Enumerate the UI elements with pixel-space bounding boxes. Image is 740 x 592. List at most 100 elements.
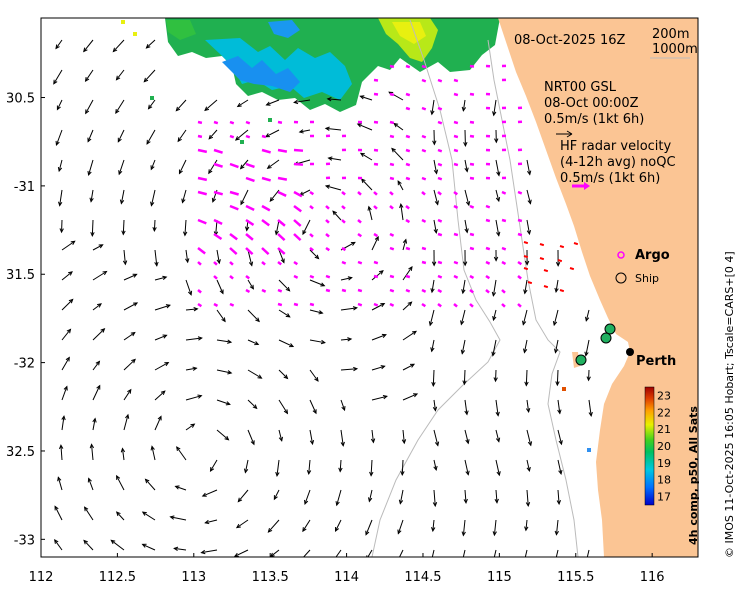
current-arrow	[245, 120, 251, 125]
current-arrow	[517, 190, 523, 195]
current-arrow	[526, 189, 532, 205]
sst-pixel	[133, 32, 137, 36]
current-arrow	[402, 393, 419, 401]
current-arrow	[341, 288, 347, 293]
current-arrow	[235, 519, 249, 529]
current-arrow	[92, 384, 101, 401]
current-arrow	[584, 339, 590, 357]
current-arrow	[430, 339, 435, 353]
current-arrow	[209, 459, 218, 473]
current-arrow	[141, 543, 156, 551]
current-arrow	[340, 399, 346, 412]
current-arrow	[495, 159, 501, 177]
current-arrow	[461, 279, 466, 295]
colorbar-tick-label: 20	[657, 440, 671, 453]
current-arrow	[229, 204, 239, 211]
current-arrow	[523, 241, 529, 245]
current-arrow	[389, 64, 395, 69]
current-arrow	[216, 369, 233, 375]
current-arrow	[174, 485, 187, 491]
current-arrow	[555, 249, 561, 267]
current-arrow	[428, 309, 435, 327]
current-arrow	[278, 309, 291, 318]
current-arrow	[89, 189, 94, 203]
sst-pixel	[587, 448, 591, 452]
current-arrow	[389, 191, 394, 196]
current-arrow	[261, 261, 266, 266]
current-arrow	[557, 429, 563, 446]
current-arrow	[116, 474, 125, 491]
current-arrow	[453, 260, 459, 265]
current-arrow	[573, 242, 579, 246]
current-arrow	[405, 218, 411, 224]
current-arrow	[437, 191, 442, 196]
current-arrow	[432, 399, 438, 412]
contour-200m	[487, 39, 579, 557]
current-arrow	[437, 78, 443, 83]
current-arrow	[524, 369, 529, 387]
current-arrow	[357, 260, 363, 265]
current-arrow	[373, 302, 379, 307]
current-arrow	[177, 129, 187, 143]
current-arrow	[87, 159, 94, 177]
current-arrow	[402, 363, 416, 371]
current-arrow	[216, 309, 226, 323]
current-arrow	[357, 302, 363, 307]
current-arrow	[555, 369, 560, 387]
current-arrow	[154, 304, 171, 311]
current-arrow	[245, 162, 255, 169]
current-arrow	[517, 303, 522, 308]
current-arrow	[201, 489, 218, 497]
current-arrow	[517, 260, 523, 266]
current-arrow	[234, 129, 249, 141]
current-arrow	[90, 219, 95, 237]
nrt-scale: 0.5m/s (1kt 6h)	[544, 112, 644, 127]
current-arrow	[437, 176, 443, 181]
current-arrow	[216, 339, 233, 344]
current-arrow	[371, 333, 387, 341]
current-arrow	[150, 189, 156, 207]
ship-legend-marker	[615, 272, 627, 284]
current-arrow	[56, 99, 63, 111]
current-arrow	[247, 399, 258, 410]
current-arrow	[152, 219, 157, 232]
current-arrow	[277, 176, 288, 181]
current-arrow	[309, 279, 326, 287]
current-arrow	[245, 247, 254, 256]
current-arrow	[181, 189, 187, 204]
current-arrow	[526, 459, 531, 473]
current-arrow	[460, 339, 466, 355]
current-arrow	[325, 288, 331, 293]
current-arrow	[197, 190, 208, 196]
city-label: Perth	[636, 354, 676, 369]
current-arrow	[437, 288, 443, 294]
x-tick-label: 115	[487, 570, 512, 585]
current-arrows	[53, 39, 593, 557]
current-arrow	[58, 444, 64, 461]
current-arrow	[556, 489, 562, 506]
current-arrow	[405, 64, 411, 69]
current-arrow	[373, 120, 379, 124]
current-arrow	[389, 302, 395, 307]
current-arrow	[367, 205, 373, 221]
current-arrow	[123, 388, 132, 401]
colorbar-tick-label: 17	[657, 491, 671, 504]
current-arrow	[332, 210, 342, 221]
current-arrow	[302, 549, 311, 557]
current-arrow	[185, 279, 193, 296]
current-arrow	[368, 489, 373, 503]
current-arrow	[453, 204, 459, 209]
current-arrow	[324, 184, 342, 191]
sst-pixel	[121, 20, 125, 24]
current-arrow	[495, 429, 501, 443]
current-arrow	[302, 219, 311, 236]
current-arrow	[277, 260, 282, 266]
current-arrow	[278, 339, 295, 348]
hf-line-2: (4-12h avg) noQC	[560, 155, 676, 170]
current-arrow	[389, 120, 395, 125]
contour-1000m	[371, 19, 501, 557]
ship-marker	[575, 354, 587, 366]
current-arrow	[197, 134, 203, 139]
current-arrow	[309, 302, 315, 307]
current-arrow	[539, 243, 545, 247]
